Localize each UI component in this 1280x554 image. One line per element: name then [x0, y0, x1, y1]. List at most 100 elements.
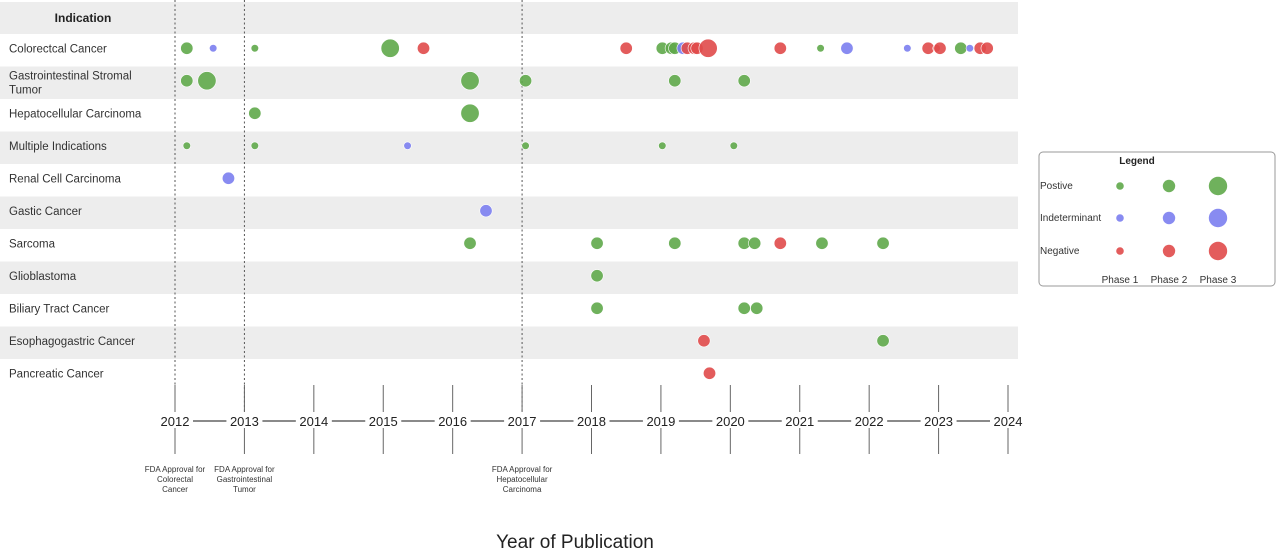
row-label: Hepatocellular Carcinoma — [9, 108, 142, 120]
data-point — [954, 41, 968, 55]
milestone-annotation: Gastrointestinal — [217, 475, 273, 484]
header-band — [166, 2, 1018, 34]
milestone-annotation: Hepatocellular — [497, 475, 548, 484]
row-band — [166, 131, 1018, 164]
data-point — [463, 236, 477, 250]
data-point — [460, 103, 480, 123]
row-label-band — [0, 359, 166, 392]
legend-outcome-label: Indeterminant — [1040, 213, 1101, 224]
row-label-band — [0, 131, 166, 164]
data-point — [658, 141, 667, 150]
data-point — [417, 41, 431, 55]
legend-marker — [1116, 182, 1124, 190]
milestone-annotation: Tumor — [233, 485, 256, 494]
row-label-band — [0, 229, 166, 262]
data-point — [980, 41, 994, 55]
data-point — [698, 38, 718, 58]
row-label: Gastrointestinal Stromal — [9, 71, 132, 83]
data-point — [619, 41, 633, 55]
row-label-band — [0, 196, 166, 229]
data-point — [748, 236, 762, 250]
data-point — [750, 301, 764, 315]
data-point — [729, 141, 738, 150]
data-point — [737, 301, 751, 315]
x-tick-label: 2013 — [230, 414, 259, 429]
row-label: Colorectcal Cancer — [9, 43, 107, 55]
row-label: Renal Cell Carcinoma — [9, 173, 121, 185]
data-point — [460, 71, 480, 91]
data-point — [521, 141, 530, 150]
data-point — [250, 141, 259, 150]
x-tick-label: 2022 — [855, 414, 884, 429]
row-band — [166, 99, 1018, 132]
row-label: Pancreatic Cancer — [9, 368, 104, 380]
x-tick-label-bg — [990, 412, 1026, 428]
x-tick-label: 2012 — [161, 414, 190, 429]
header-label-band — [0, 2, 166, 34]
x-tick-label: 2017 — [508, 414, 537, 429]
row-label: Esophagogastric Cancer — [9, 336, 135, 348]
data-point — [816, 44, 825, 53]
data-point — [737, 74, 751, 88]
row-label-band — [0, 164, 166, 197]
legend-marker — [1162, 179, 1176, 193]
x-tick-label: 2014 — [299, 414, 328, 429]
data-point — [815, 236, 829, 250]
x-tick-label-bg — [434, 412, 471, 428]
milestone-annotation: Colorectal — [157, 475, 193, 484]
legend-marker — [1208, 208, 1228, 228]
row-header: Indication — [55, 11, 112, 25]
row-band — [166, 66, 1018, 99]
x-tick-label-bg — [642, 412, 679, 428]
data-point — [668, 236, 682, 250]
legend-marker — [1116, 247, 1124, 255]
x-tick-label: 2016 — [438, 414, 467, 429]
milestone-annotation: FDA Approval for — [214, 465, 275, 474]
data-point — [197, 71, 217, 91]
data-point — [519, 74, 533, 88]
data-point — [903, 44, 912, 53]
data-point — [773, 41, 787, 55]
row-label-band — [0, 66, 166, 99]
data-point — [590, 301, 604, 315]
x-tick-label: 2018 — [577, 414, 606, 429]
row-label: Gastic Cancer — [9, 206, 82, 218]
data-point — [876, 334, 890, 348]
data-point — [248, 106, 262, 120]
x-tick-label-bg — [295, 412, 332, 428]
x-tick-label: 2015 — [369, 414, 398, 429]
row-label-cont: Tumor — [9, 85, 42, 97]
x-tick-label-bg — [573, 412, 610, 428]
x-tick-label: 2020 — [716, 414, 745, 429]
milestone-annotation: FDA Approval for — [492, 465, 553, 474]
legend-outcome-label: Postive — [1040, 181, 1073, 192]
x-tick-label-bg — [851, 412, 888, 428]
data-point — [590, 269, 604, 283]
legend-marker — [1208, 241, 1228, 261]
x-tick-label-bg — [920, 412, 957, 428]
x-tick-label-bg — [781, 412, 818, 428]
data-point — [403, 141, 412, 150]
data-point — [668, 74, 682, 88]
data-point — [840, 41, 854, 55]
x-tick-label: 2024 — [994, 414, 1023, 429]
row-band — [166, 164, 1018, 197]
data-point — [876, 236, 890, 250]
data-point — [479, 204, 493, 218]
row-label: Biliary Tract Cancer — [9, 303, 110, 315]
legend-marker — [1162, 244, 1176, 258]
row-band — [166, 34, 1018, 67]
row-label-band — [0, 261, 166, 294]
row-label: Glioblastoma — [9, 271, 77, 283]
legend-marker — [1116, 214, 1124, 222]
legend-outcome-label: Negative — [1040, 246, 1080, 257]
milestone-annotation: Carcinoma — [503, 485, 542, 494]
data-point — [703, 366, 717, 380]
x-tick-label: 2019 — [646, 414, 675, 429]
legend-phase-label: Phase 1 — [1102, 275, 1139, 286]
data-point — [590, 236, 604, 250]
x-tick-label-bg — [365, 412, 402, 428]
data-point — [773, 236, 787, 250]
